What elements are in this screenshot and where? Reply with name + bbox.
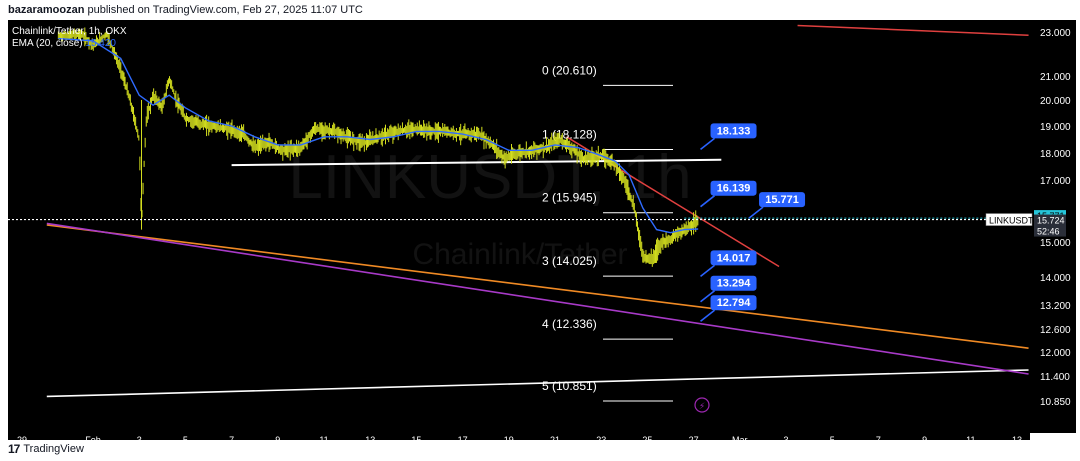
y-tick-label: 12.000: [1040, 348, 1071, 359]
current-price-label: 15.724: [1037, 216, 1065, 226]
x-tick-label: 3: [137, 435, 142, 440]
x-tick-label: 13: [365, 435, 375, 440]
y-tick-label: 11.400: [1040, 372, 1070, 383]
callout-pointer: [700, 137, 716, 151]
x-tick-label: 23: [596, 435, 606, 440]
x-tick-label: Feb: [85, 435, 101, 440]
price-tag: [1034, 214, 1066, 237]
x-tick-label: 13: [1012, 435, 1022, 440]
x-tick-label: 3: [783, 435, 788, 440]
callout-box[interactable]: [710, 250, 757, 266]
orange-trend-line[interactable]: [46, 224, 1029, 349]
support-line[interactable]: [231, 158, 722, 167]
x-tick-label: 21: [550, 435, 560, 440]
x-tick-label: 5: [830, 435, 835, 440]
x-tick-label: 11: [966, 435, 975, 440]
y-tick-label: 12.600: [1040, 325, 1071, 336]
x-tick-label: 19: [504, 435, 514, 440]
callout-label: 13.294: [717, 278, 752, 290]
fib-level-label: 4 (12.336): [542, 317, 597, 331]
purple-trend-line[interactable]: [46, 222, 1029, 375]
lightning-circle[interactable]: [694, 397, 710, 413]
red-trend-line[interactable]: [797, 24, 1029, 37]
white-trend-line[interactable]: [46, 369, 1029, 398]
callout-box[interactable]: [759, 192, 806, 208]
callout-label: 16.139: [717, 183, 751, 195]
callout-pointer: [700, 264, 716, 278]
callout-box[interactable]: [710, 123, 757, 139]
callout-pointer: [748, 206, 764, 219]
y-tick-label: 13.200: [1040, 301, 1071, 312]
indicator-value: 15.420: [85, 38, 116, 49]
y-tick-label: 20.000: [1040, 96, 1071, 107]
x-tick-label: 29: [17, 435, 27, 440]
watermark-name: Chainlink/Tether: [412, 238, 627, 271]
x-tick-label: 7: [876, 435, 881, 440]
callout-box[interactable]: [710, 180, 757, 196]
ema-line[interactable]: [58, 37, 699, 234]
publish-header: bazaramoozan published on TradingView.co…: [8, 4, 363, 20]
x-tick-label: 17: [458, 435, 468, 440]
tradingview-logo-icon: 17: [8, 442, 20, 456]
y-tick-label: 14.000: [1040, 273, 1071, 284]
indicator-legend[interactable]: EMA (20, close) 15.420: [12, 38, 116, 49]
y-tick-label: 10.850: [1040, 397, 1071, 408]
x-tick-label: 11: [319, 435, 328, 440]
fib-level-label: 5 (10.851): [542, 379, 597, 393]
callout-label: 18.133: [717, 125, 751, 137]
lightning-icon[interactable]: ⚡: [699, 402, 705, 412]
x-tick-label: 9: [275, 435, 280, 440]
y-tick-label: 21.000: [1040, 72, 1071, 83]
footer-brand[interactable]: TradingView: [23, 443, 84, 455]
callout-pointer: [700, 195, 716, 208]
callout-label: 14.017: [717, 252, 751, 264]
countdown-label: 52:46: [1037, 227, 1060, 237]
x-tick-label: Mar: [732, 435, 748, 440]
callout-label: 12.794: [717, 297, 752, 309]
callout-label: 15.771: [765, 194, 799, 206]
x-tick-label: 5: [183, 435, 188, 440]
y-tick-label: 17.000: [1040, 176, 1071, 187]
footer: 17 TradingView: [8, 442, 84, 456]
symbol-legend[interactable]: Chainlink/Tether, 1h, OKX: [12, 26, 127, 37]
time-axis-background: [8, 433, 1030, 440]
fib-level-label: 0 (20.610): [542, 63, 597, 77]
callout-box[interactable]: [710, 295, 757, 311]
x-tick-label: 25: [642, 435, 652, 440]
fib-level-label: 2 (15.945): [542, 191, 597, 205]
publisher-name[interactable]: bazaramoozan: [8, 4, 85, 16]
x-tick-label: 15: [411, 435, 421, 440]
ticker-tag: [985, 213, 1033, 226]
ticker-label: LINKUSDT: [989, 216, 1034, 226]
x-tick-label: 9: [922, 435, 927, 440]
y-tick-label: 23.000: [1040, 28, 1071, 39]
y-tick-label: 18.000: [1040, 149, 1071, 160]
callout-pointer: [700, 290, 716, 303]
callout-pointer: [700, 309, 716, 322]
plot-background: [8, 20, 1030, 433]
fib-level-label: 3 (14.025): [542, 254, 597, 268]
y-tick-label: 19.000: [1040, 122, 1071, 133]
publish-info: published on TradingView.com, Feb 27, 20…: [87, 4, 363, 16]
x-tick-label: 7: [229, 435, 234, 440]
x-tick-label: 27: [689, 435, 699, 440]
y-tick-label: 15.000: [1040, 238, 1071, 249]
callout-box[interactable]: [710, 275, 757, 291]
